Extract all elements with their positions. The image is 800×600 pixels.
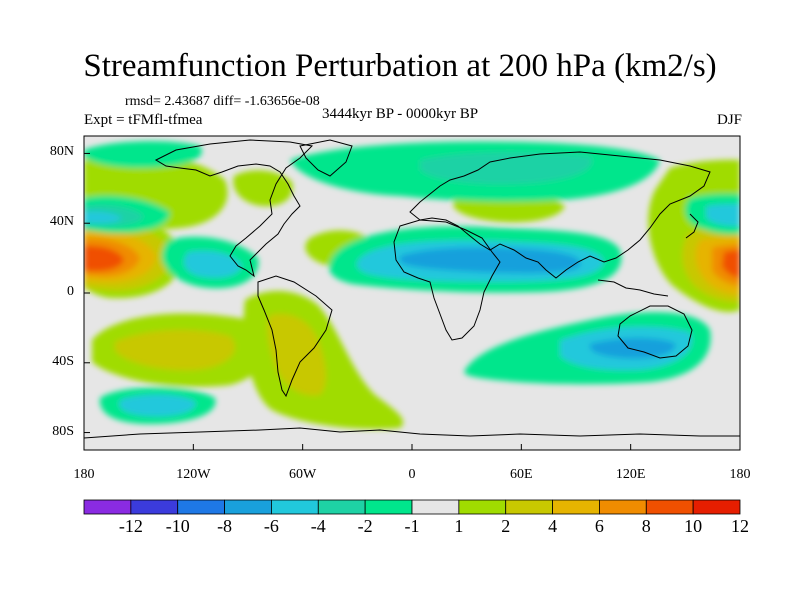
field-africa-asia-negative-3 — [400, 247, 581, 274]
x-tick-label: 60W — [289, 467, 317, 482]
colorbar-label: -2 — [357, 516, 373, 536]
colorbar-swatch — [599, 499, 647, 515]
field-dateline-10 — [84, 245, 124, 272]
y-tick-label: 40N — [49, 214, 74, 230]
coast-australia — [617, 305, 693, 359]
field-south-america-positive-2 — [267, 313, 326, 396]
y-tick-label: 0 — [67, 284, 74, 299]
field-southern-ocean-negative-2 — [119, 394, 196, 417]
colorbar-label: 1 — [454, 516, 464, 536]
x-tick-label: 120W — [176, 467, 211, 482]
x-tick-label: 180 — [729, 467, 751, 482]
map-title: Streamfunction Perturbation at 200 hPa (… — [83, 48, 717, 84]
colorbar-swatch — [505, 499, 553, 515]
x-tick-label: 180 — [73, 467, 95, 482]
field-far-east-negative-2 — [706, 203, 740, 227]
colorbar-label: 6 — [594, 516, 604, 536]
colorbar-swatch — [364, 499, 413, 515]
colorbar-label: -4 — [310, 516, 326, 536]
colorbar-label: 8 — [641, 516, 651, 536]
colorbar-label: 10 — [684, 516, 703, 536]
colorbar-label: 12 — [731, 516, 749, 536]
coast-japan — [685, 213, 699, 239]
coast-antarctica — [84, 427, 740, 439]
colorbar-label: 4 — [548, 516, 558, 536]
experiment-label: Expt = tFMfl-tfmea — [84, 112, 203, 128]
field-alaska-negative — [84, 141, 202, 168]
coast-africa — [393, 219, 501, 341]
y-tick-label: 80N — [49, 144, 74, 160]
axis-ticks — [83, 152, 741, 450]
colorbar-swatch — [411, 499, 460, 515]
colorbar-label: -6 — [263, 516, 279, 536]
colorbar-swatch — [317, 499, 366, 515]
colorbar-swatch — [552, 499, 600, 515]
coast-indonesia — [597, 279, 669, 297]
period-label: 3444kyr BP - 0000kyr BP — [322, 106, 479, 122]
contour-fill-layer — [84, 139, 740, 439]
colorbar-label: -1 — [404, 516, 420, 536]
coast-south-america — [257, 275, 333, 398]
colorbar-label: -8 — [217, 516, 233, 536]
colorbar-label: -12 — [118, 516, 143, 536]
colorbar-label: 2 — [501, 516, 511, 536]
field-atlantic-positive-2 — [233, 170, 293, 207]
field-southeast-pacific-positive-2 — [115, 329, 236, 371]
rmsd-diff-stats: rmsd= 2.43687 diff= -1.63656e-08 — [125, 94, 320, 109]
colorbar-swatch — [692, 499, 741, 515]
colorbar-swatch — [458, 499, 507, 515]
coast-north-america — [154, 139, 314, 278]
colorbar-swatch — [130, 499, 179, 515]
colorbar-swatch — [224, 499, 272, 515]
y-tick-label: 40S — [52, 353, 74, 369]
colorbar-swatch — [271, 499, 319, 515]
colorbar-swatch — [645, 499, 694, 515]
coast-greenland — [299, 139, 353, 177]
field-australia-negative-3 — [589, 338, 676, 359]
colorbar-label: -10 — [165, 516, 190, 536]
x-tick-label: 60E — [510, 467, 533, 482]
coastlines — [84, 139, 740, 439]
field-nw-pacific-negative-3 — [84, 211, 122, 224]
colorbar — [83, 499, 741, 515]
field-east-dateline-10 — [722, 250, 740, 278]
y-tick-label: 80S — [52, 423, 74, 439]
x-tick-label: 0 — [408, 467, 416, 482]
field-east-pacific-negative-2 — [183, 250, 242, 278]
x-tick-label: 120E — [615, 467, 646, 482]
season-label: DJF — [716, 112, 742, 128]
colorbar-swatch — [83, 499, 132, 515]
coast-eurasia — [409, 151, 711, 279]
colorbar-swatch — [177, 499, 225, 515]
